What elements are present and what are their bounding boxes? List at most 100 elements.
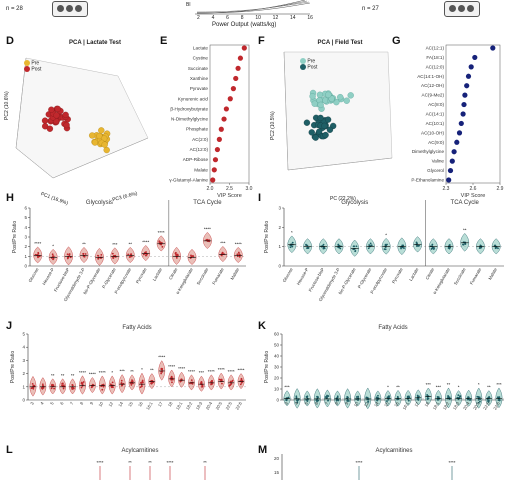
vip-point — [468, 64, 474, 70]
vip-metabolite-label: AC(8:0) — [428, 102, 444, 107]
violin-point — [306, 400, 309, 403]
y-axis-label: Post/Pre Ratio — [264, 351, 270, 383]
group-label: TCA Cycle — [451, 200, 480, 206]
violin-point — [42, 387, 45, 389]
violin-point — [179, 380, 182, 383]
category-label: Hexose-P — [41, 267, 55, 286]
vip-point — [214, 146, 221, 153]
vip-point — [210, 177, 216, 183]
category-label: Malate — [487, 266, 498, 280]
violin-point — [51, 383, 54, 386]
violin-point — [109, 383, 112, 386]
significance-stars: ** — [130, 369, 134, 374]
violin-point — [346, 399, 349, 402]
vip-metabolite-label: Glycerol — [427, 168, 444, 173]
vip-point — [456, 130, 463, 136]
significance-stars: ** — [82, 241, 86, 246]
y-axis-label: Post/Pre Ratio — [12, 221, 18, 253]
vip-frame — [209, 44, 250, 184]
violin-point — [61, 384, 63, 387]
category-label: 10 — [353, 400, 360, 407]
category-label: Lactate — [408, 266, 420, 281]
violin-point — [477, 401, 480, 404]
y-tick-label: 1 — [24, 254, 27, 259]
category-label: 9 — [344, 400, 350, 405]
category-label: 12 — [107, 400, 114, 407]
violin-point — [457, 394, 460, 397]
violin-point — [170, 376, 173, 379]
vip-xlabel: VIP Score — [461, 193, 486, 199]
violin-point — [201, 385, 204, 388]
violin-point — [384, 243, 387, 246]
category-label: 16 — [393, 400, 400, 407]
violin-point — [339, 247, 342, 250]
pca-f-post-point — [321, 122, 328, 130]
violin-point — [357, 395, 360, 398]
significance-stars: * — [141, 367, 143, 372]
pca-d-frame — [15, 57, 149, 179]
pca-d-post-point — [62, 111, 69, 119]
violin-point — [160, 243, 163, 246]
vip-tick-label: 2.9 — [497, 186, 504, 192]
category-label: 4 — [293, 400, 299, 405]
violin-point — [417, 399, 420, 401]
violin-point — [158, 240, 161, 243]
violin-point — [321, 245, 324, 247]
pca-f-pre-point — [337, 94, 344, 101]
pca-d-pre-point — [89, 132, 96, 139]
violin-point — [151, 381, 153, 384]
violin-point — [306, 398, 309, 401]
vip-metabolite-label: AC(12:1) — [426, 46, 445, 51]
category-label: P-enolpyruvate — [113, 266, 132, 294]
vip-tick-label: 3.0 — [246, 186, 253, 192]
violin-point — [447, 395, 449, 397]
significance-stars: *** — [426, 382, 432, 387]
vip-metabolite-label: Phosphate — [186, 127, 208, 132]
violin-point — [289, 246, 292, 249]
category-label: Malate — [229, 266, 240, 280]
pca-d-pre-point — [98, 127, 105, 134]
violin-point — [316, 396, 319, 399]
violin-point — [367, 400, 369, 403]
significance-stars: **** — [89, 371, 96, 376]
violin-point — [322, 243, 325, 246]
violin-point — [467, 396, 470, 399]
violin-point — [127, 253, 130, 256]
violin-point — [69, 256, 72, 259]
category-label: Fumarate — [211, 266, 225, 285]
violin-point — [285, 399, 288, 402]
violin-point — [159, 241, 162, 244]
pca-d-post-point — [46, 125, 54, 132]
pca-f-pre-point — [316, 91, 324, 98]
violin-point — [353, 245, 356, 248]
y-tick-label: 1 — [22, 384, 25, 389]
significance-stars: * — [52, 243, 54, 248]
category-label: 18 — [167, 400, 174, 407]
vip-point — [211, 167, 217, 173]
vip-metabolite-label: AC(12:0) — [190, 147, 209, 152]
significance-stars: **** — [142, 239, 149, 244]
violin-point — [238, 253, 241, 255]
significance-stars: *** — [120, 369, 126, 374]
category-label: 20:4 — [205, 400, 214, 410]
pca-f-post-point — [312, 134, 319, 141]
group-label: TCA Cycle — [193, 200, 222, 206]
vip-point — [458, 120, 464, 127]
significance-stars: *** — [112, 242, 118, 247]
significance-stars: **** — [99, 370, 106, 375]
significance-stars: *** — [436, 384, 442, 389]
vip-metabolite-label: AC(9:0) — [428, 140, 444, 145]
category-label: Pyruvate — [135, 266, 148, 284]
category-label: 17 — [157, 400, 164, 407]
violin-point — [366, 396, 369, 399]
panel-label-f: F — [258, 35, 265, 47]
violin-point — [52, 255, 55, 258]
category-label: 20:5 — [215, 400, 224, 410]
violin-point — [31, 383, 34, 385]
panel-title: Fatty Acids — [378, 325, 407, 331]
vip-metabolite-label: P-Ethanolamine — [411, 178, 444, 183]
violin-point — [322, 246, 325, 249]
violin-point — [62, 382, 64, 385]
vip-point — [449, 158, 455, 164]
violin-point — [160, 372, 163, 375]
